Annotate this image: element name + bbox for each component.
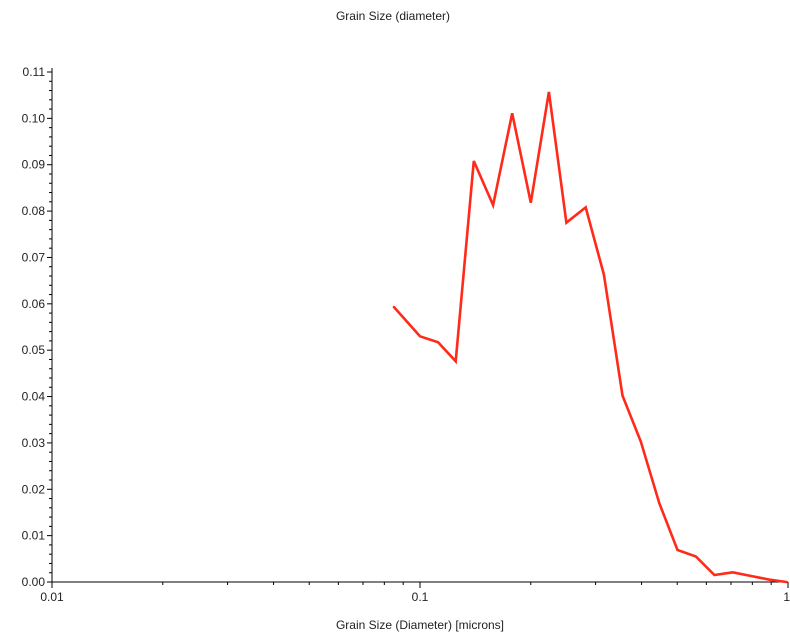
y-tick-label: 0.06 xyxy=(22,297,46,311)
series-line xyxy=(392,91,788,584)
x-tick-label: 1 xyxy=(783,590,790,604)
y-tick-label: 0.08 xyxy=(22,204,46,218)
y-tick-label: 0.09 xyxy=(22,158,46,172)
y-tick-label: 0.00 xyxy=(22,575,46,589)
chart-title: Grain Size (diameter) xyxy=(336,9,450,23)
x-tick-label: 0.01 xyxy=(40,590,64,604)
x-axis-title: Grain Size (Diameter) [microns] xyxy=(336,618,504,632)
x-tick-label: 0.1 xyxy=(412,590,429,604)
y-tick-label: 0.11 xyxy=(23,65,46,79)
y-tick-label: 0.01 xyxy=(22,529,46,543)
y-tick-label: 0.02 xyxy=(22,482,46,496)
y-tick-label: 0.04 xyxy=(22,390,46,404)
y-tick-label: 0.07 xyxy=(22,250,46,264)
plot-area: 0.000.010.020.030.040.050.060.070.080.09… xyxy=(22,65,790,604)
y-tick-label: 0.03 xyxy=(22,436,46,450)
y-tick-label: 0.10 xyxy=(22,111,46,125)
y-tick-label: 0.05 xyxy=(22,343,46,357)
